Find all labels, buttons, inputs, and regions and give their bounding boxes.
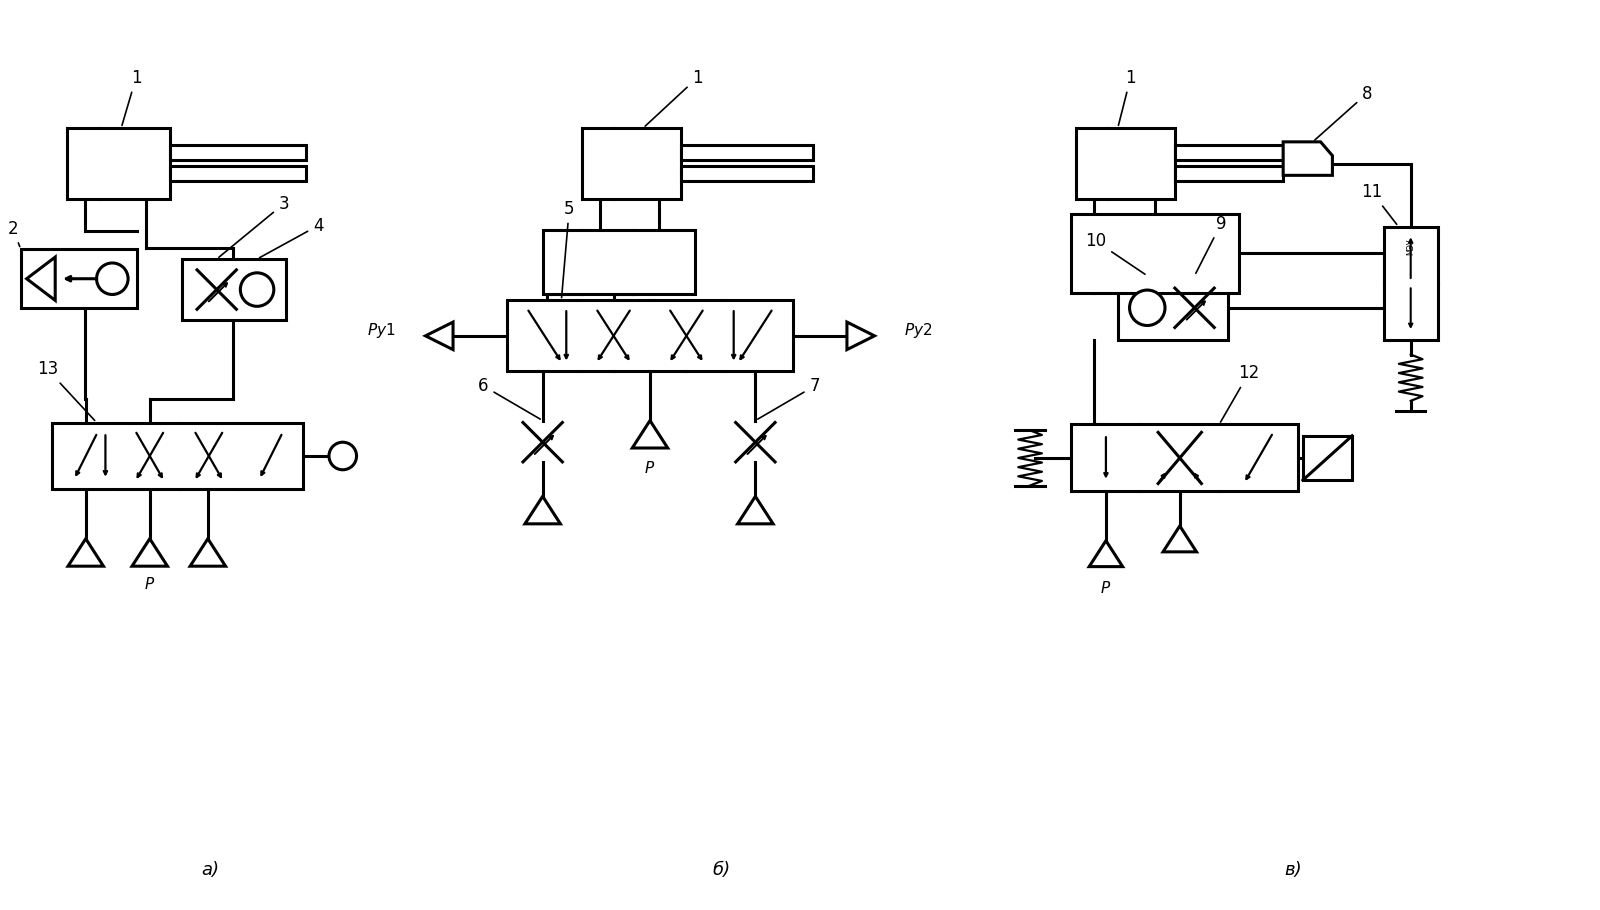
Polygon shape: [69, 539, 104, 566]
Text: 10: 10: [1085, 232, 1146, 274]
Bar: [1174, 167, 1283, 181]
Bar: [1384, 227, 1438, 339]
Text: 13: 13: [37, 360, 94, 420]
Circle shape: [240, 273, 274, 307]
Polygon shape: [426, 322, 453, 349]
Text: 8: 8: [1315, 85, 1373, 140]
Text: в): в): [1285, 862, 1302, 879]
Circle shape: [96, 263, 128, 295]
Text: $P$: $P$: [645, 460, 656, 476]
Text: $P$: $P$: [144, 576, 155, 592]
Polygon shape: [133, 539, 168, 566]
Bar: [21, 249, 138, 308]
Polygon shape: [738, 496, 773, 524]
Bar: [67, 128, 171, 199]
Bar: [171, 167, 306, 181]
Text: 12: 12: [1221, 364, 1259, 422]
Bar: [182, 259, 286, 320]
Text: 4: 4: [259, 217, 323, 258]
Text: 3: 3: [219, 195, 290, 258]
Text: 1: 1: [645, 69, 702, 126]
Polygon shape: [1090, 541, 1123, 567]
Polygon shape: [632, 420, 667, 448]
Text: 9: 9: [1195, 215, 1226, 273]
Text: $Ру1$: $Ру1$: [368, 321, 395, 340]
Circle shape: [1130, 290, 1165, 326]
Polygon shape: [190, 539, 226, 566]
Text: 5: 5: [562, 200, 574, 298]
Text: 6: 6: [478, 377, 541, 420]
Bar: [542, 230, 696, 295]
Polygon shape: [1163, 526, 1197, 551]
Bar: [1072, 424, 1298, 491]
Bar: [1118, 276, 1229, 339]
Circle shape: [330, 442, 357, 470]
Polygon shape: [846, 322, 875, 349]
Bar: [1077, 128, 1174, 199]
Text: $P$: $P$: [1101, 580, 1112, 596]
Text: МЭУ: МЭУ: [1406, 238, 1416, 255]
Polygon shape: [27, 257, 56, 300]
Bar: [582, 128, 680, 199]
Text: б): б): [714, 862, 731, 879]
Text: 7: 7: [758, 377, 819, 420]
Bar: [1174, 145, 1283, 159]
Polygon shape: [525, 496, 560, 524]
Bar: [171, 145, 306, 159]
Text: 1: 1: [122, 69, 141, 126]
Text: 11: 11: [1362, 183, 1397, 225]
Bar: [507, 300, 792, 371]
Bar: [680, 145, 813, 159]
Text: $Ру2$: $Ру2$: [904, 321, 933, 340]
Bar: [1302, 436, 1352, 480]
Text: 2: 2: [8, 219, 19, 247]
Bar: [53, 422, 304, 490]
Bar: [1072, 214, 1238, 292]
Polygon shape: [1283, 142, 1333, 176]
Text: а): а): [202, 862, 219, 879]
Bar: [680, 167, 813, 181]
Text: 1: 1: [1118, 69, 1136, 126]
